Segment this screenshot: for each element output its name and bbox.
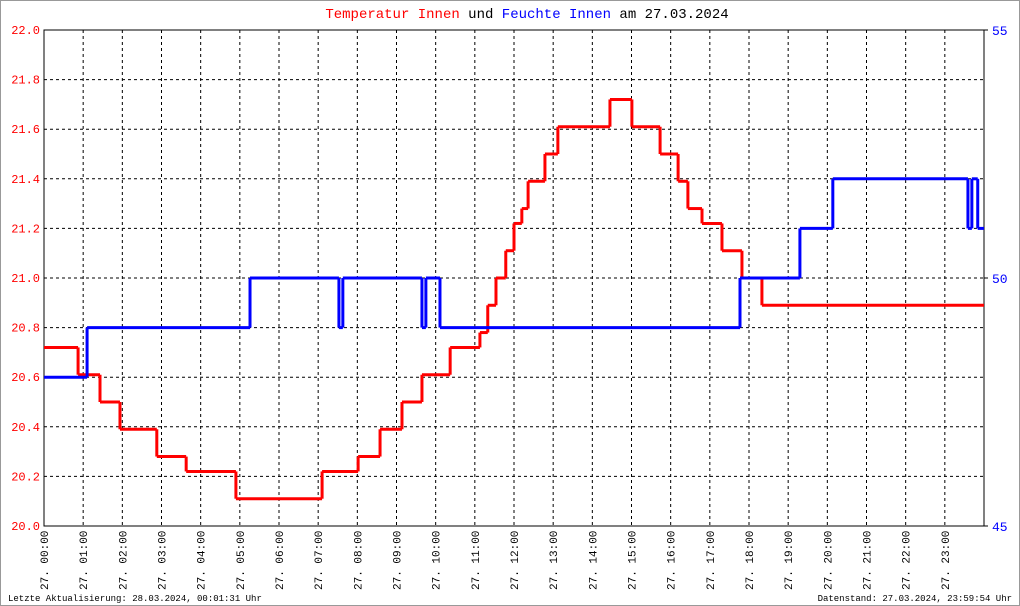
x-tick-label: 27. 10:00: [432, 531, 444, 590]
x-tick-label: 27. 04:00: [197, 531, 209, 590]
x-tick-label: 27. 01:00: [79, 531, 91, 590]
x-tick-label: 27. 15:00: [628, 531, 640, 590]
y-tick-label: 20.0: [11, 520, 40, 534]
x-tick-label: 27. 19:00: [784, 531, 796, 590]
title-series-name: Temperatur Innen: [325, 7, 459, 23]
y-tick-label: 20.4: [11, 421, 40, 435]
title-date: am 27.03.2024: [619, 7, 728, 23]
chart-title: Temperatur Innen und Feuchte Innen am 27…: [325, 7, 728, 23]
x-tick-label: 27. 23:00: [941, 531, 953, 590]
y-tick-label: 20.8: [11, 322, 40, 336]
x-tick-label: 27. 06:00: [275, 531, 287, 590]
y2-tick-label: 45: [992, 520, 1008, 535]
x-tick-label: 27. 18:00: [745, 531, 757, 590]
y-tick-label: 20.2: [11, 470, 40, 484]
plot-border: [43, 29, 985, 527]
x-tick-label: 27. 02:00: [118, 531, 130, 590]
x-tick-label: 27. 17:00: [706, 531, 718, 590]
x-tick-label: 27. 09:00: [393, 531, 405, 590]
title-series-name: Feuchte Innen: [502, 7, 611, 23]
y2-tick-label: 50: [992, 272, 1008, 287]
y-tick-label: 20.6: [11, 371, 40, 385]
x-tick-label: 27. 13:00: [549, 531, 561, 590]
y-tick-label: 21.6: [11, 123, 40, 137]
x-tick-label: 27. 08:00: [353, 531, 365, 590]
x-tick-label: 27. 05:00: [236, 531, 248, 590]
y-tick-label: 21.0: [11, 272, 40, 286]
x-tick-label: 27. 21:00: [863, 531, 875, 590]
x-tick-label: 27. 00:00: [40, 531, 52, 590]
footer-left: Letzte Aktualisierung: 28.03.2024, 00:01…: [8, 594, 262, 604]
x-tick-label: 27. 03:00: [158, 531, 170, 590]
x-tick-label: 27. 12:00: [510, 531, 522, 590]
x-tick-label: 27. 14:00: [588, 531, 600, 590]
x-tick-label: 27. 07:00: [314, 531, 326, 590]
y-tick-label: 21.8: [11, 74, 40, 88]
y-tick-label: 22.0: [11, 24, 40, 38]
x-tick-label: 27. 16:00: [667, 531, 679, 590]
x-tick-label: 27. 22:00: [902, 531, 914, 590]
y-tick-label: 21.2: [11, 222, 40, 236]
y-tick-label: 21.4: [11, 173, 40, 187]
footer-right: Datenstand: 27.03.2024, 23:59:54 Uhr: [818, 594, 1012, 604]
x-tick-label: 27. 20:00: [823, 531, 835, 590]
y2-tick-label: 55: [992, 24, 1008, 39]
x-tick-label: 27. 11:00: [471, 531, 483, 590]
title-connector: und: [468, 7, 493, 23]
